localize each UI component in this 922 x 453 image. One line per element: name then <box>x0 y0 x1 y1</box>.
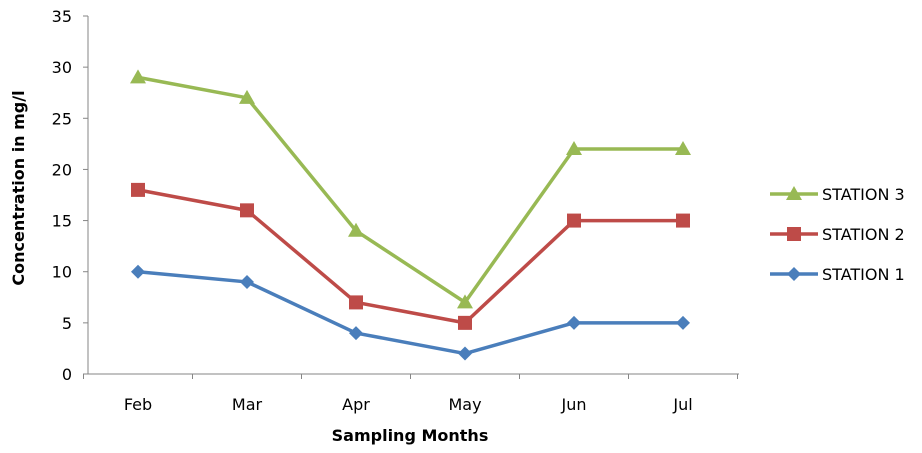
y-tick-label: 10 <box>52 263 72 282</box>
x-tick-label-may: May <box>448 395 481 414</box>
y-tick-label: 15 <box>52 212 72 231</box>
legend-entry-station-1: STATION 1 <box>770 265 905 284</box>
point-station-2 <box>567 213 581 228</box>
y-tick-label: 25 <box>52 109 72 128</box>
point-station-2 <box>240 203 254 218</box>
point-station-3 <box>566 140 582 155</box>
point-station-3 <box>675 140 691 155</box>
y-tick-label: 5 <box>62 314 72 333</box>
series-line-station-1 <box>136 269 685 356</box>
y-tick-label: 0 <box>62 365 72 384</box>
series-station-2 <box>131 182 690 330</box>
point-station-2 <box>349 295 363 310</box>
point-station-1 <box>567 315 581 330</box>
legend: STATION 3 STATION 2 STATION 1 <box>770 185 905 284</box>
series <box>130 69 691 361</box>
point-station-2 <box>676 213 690 228</box>
legend-marker-station-2 <box>787 227 801 241</box>
y-ticks: 0 5 10 15 20 25 30 35 <box>52 7 88 384</box>
point-station-1 <box>349 326 363 341</box>
legend-entry-station-3: STATION 3 <box>770 185 905 204</box>
point-station-3 <box>239 89 255 104</box>
x-tick-label-apr: Apr <box>342 395 370 414</box>
x-tick-label-jun: Jun <box>561 395 587 414</box>
legend-marker-station-1 <box>787 267 801 281</box>
series-line-station-2 <box>136 188 685 325</box>
point-station-1 <box>458 346 472 361</box>
series-station-3 <box>130 69 691 309</box>
axes <box>84 16 739 375</box>
point-station-3 <box>348 222 364 237</box>
series-line-station-3 <box>136 75 685 305</box>
legend-label-station-2: STATION 2 <box>822 225 905 244</box>
legend-marker-station-3 <box>786 186 802 200</box>
legend-label-station-3: STATION 3 <box>822 185 905 204</box>
x-tick-label-mar: Mar <box>232 395 263 414</box>
y-axis-title: Concentration in mg/l <box>9 90 28 285</box>
x-axis-title: Sampling Months <box>332 426 489 445</box>
legend-entry-station-2: STATION 2 <box>770 225 905 244</box>
point-station-1 <box>676 315 690 330</box>
point-station-1 <box>240 274 254 289</box>
y-tick-label: 35 <box>52 7 72 26</box>
y-tick-label: 30 <box>52 58 72 77</box>
x-ticks: Feb Mar Apr May Jun Jul <box>83 374 738 414</box>
point-station-3 <box>457 294 473 309</box>
x-tick-label-feb: Feb <box>124 395 152 414</box>
x-tick-label-jul: Jul <box>672 395 692 414</box>
point-station-3 <box>130 69 146 84</box>
point-station-2 <box>458 315 472 330</box>
point-station-1 <box>131 264 145 279</box>
y-tick-label: 20 <box>52 160 72 179</box>
point-station-2 <box>131 182 145 197</box>
series-station-1 <box>131 264 690 361</box>
legend-label-station-1: STATION 1 <box>822 265 905 284</box>
